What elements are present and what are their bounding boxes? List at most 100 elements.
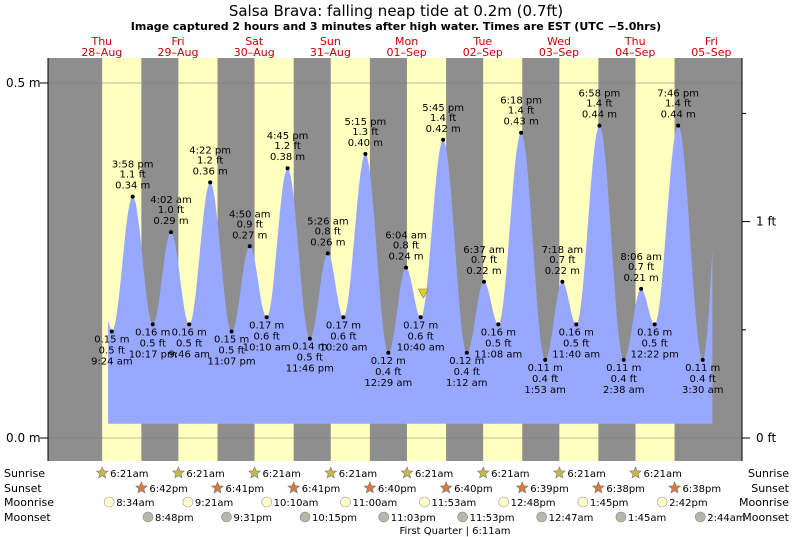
extreme-m-label: 0.26 m	[310, 237, 345, 248]
extreme-ft-label: 0.5 ft	[563, 338, 589, 349]
extreme-ft-label: 0.7 ft	[471, 255, 497, 266]
tide-extreme-dot	[208, 180, 213, 185]
extreme-m-label: 0.15 m	[214, 335, 249, 346]
extreme-m-label: 0.11 m	[606, 363, 641, 374]
extreme-time-label: 9:24 am	[91, 357, 133, 368]
extreme-ft-label: 0.5 ft	[641, 338, 667, 349]
row-label-sunrise: Sunrise	[4, 467, 45, 480]
day-date-label: 31–Aug	[310, 46, 351, 59]
extreme-ft-label: 1.2 ft	[197, 155, 223, 166]
extreme-m-label: 0.38 m	[270, 152, 305, 163]
extreme-ft-label: 0.5 ft	[99, 346, 125, 357]
extreme-m-label: 0.11 m	[528, 363, 563, 374]
extreme-time-label: 7:18 am	[542, 245, 584, 256]
sunrise-time: 6:21am	[186, 469, 224, 480]
extreme-m-label: 0.22 m	[466, 266, 501, 277]
day-labels: Thu28–AugFri29–AugSat30–AugSun31–AugMon0…	[81, 35, 731, 59]
sunset-time: 6:41pm	[226, 484, 265, 495]
day-date-label: 01–Sep	[386, 46, 426, 59]
extreme-m-label: 0.17 m	[326, 320, 361, 331]
extreme-ft-label: 1.4 ft	[508, 106, 534, 117]
extreme-ft-label: 0.5 ft	[485, 338, 511, 349]
row-label-sunset-right: Sunset	[751, 482, 789, 495]
extreme-time-label: 11:08 am	[474, 349, 522, 360]
moonset-time: 8:48pm	[155, 513, 194, 524]
left-axis-tick-label: 0.0 m	[6, 431, 41, 445]
sunrise-icon	[629, 466, 643, 479]
tide-extreme-dot	[621, 357, 626, 362]
extreme-ft-label: 1.1 ft	[120, 170, 146, 181]
tide-extreme-dot	[307, 336, 312, 341]
sunset-time: 6:40pm	[454, 484, 493, 495]
sun-moon-events: 6:21am6:42pm8:34am8:48pm6:21am6:41pm9:21…	[95, 466, 746, 524]
tide-extremes: 0.15 m0.5 ft9:24 am3:58 pm1.1 ft0.34 m0.…	[91, 89, 723, 396]
extreme-m-label: 0.11 m	[685, 363, 720, 374]
extreme-time-label: 2:38 am	[603, 385, 645, 396]
extreme-time-label: 6:04 am	[385, 231, 427, 242]
current-tide-marker	[417, 288, 429, 299]
extreme-time-label: 1:53 am	[524, 385, 566, 396]
tide-extreme-dot	[482, 279, 487, 284]
tide-extreme-dot	[285, 166, 290, 171]
day-name-label: Thu	[624, 35, 646, 48]
moonrise-time: 8:34am	[116, 498, 154, 509]
extreme-time-label: 5:26 am	[307, 216, 349, 227]
extreme-m-label: 0.44 m	[582, 110, 617, 121]
day-date-label: 30–Aug	[234, 46, 275, 59]
chart-subtitle: Image captured 2 hours and 3 minutes aft…	[131, 20, 661, 33]
tide-extreme-dot	[187, 322, 192, 327]
extreme-ft-label: 0.6 ft	[407, 331, 433, 342]
extreme-ft-label: 0.9 ft	[237, 219, 263, 230]
tide-extreme-dot	[639, 286, 644, 291]
tide-extreme-dot	[386, 350, 391, 355]
moonrise-time: 2:42pm	[669, 498, 708, 509]
extreme-time-label: 10:10 am	[243, 342, 291, 353]
extreme-time-label: 9:46 am	[168, 349, 210, 360]
extreme-ft-label: 0.6 ft	[253, 331, 279, 342]
tide-extreme-dot	[150, 322, 155, 327]
extreme-ft-label: 0.5 ft	[297, 353, 323, 364]
sunrise-time: 6:21am	[339, 469, 377, 480]
extreme-time-label: 5:15 pm	[345, 117, 387, 128]
extreme-ft-label: 0.7 ft	[628, 262, 654, 273]
tide-extreme-dot	[543, 357, 548, 362]
sunrise-icon	[171, 466, 185, 479]
extreme-m-label: 0.16 m	[172, 327, 207, 338]
sunset-icon	[439, 481, 453, 494]
moonrise-icon	[261, 496, 272, 508]
tide-extreme-dot	[404, 265, 409, 270]
extreme-time-label: 4:50 am	[229, 209, 271, 220]
sunrise-time: 6:21am	[110, 469, 148, 480]
sunrise-icon	[552, 466, 566, 479]
tide-extreme-dot	[247, 244, 252, 249]
moonrise-icon	[419, 496, 430, 508]
day-date-label: 28–Aug	[81, 46, 122, 59]
extreme-ft-label: 0.5 ft	[218, 346, 244, 357]
day-date-label: 05–Sep	[691, 46, 731, 59]
moonset-icon	[299, 511, 311, 523]
sunrise-icon	[95, 466, 109, 479]
extreme-m-label: 0.12 m	[449, 356, 484, 367]
sunset-icon	[287, 481, 301, 494]
sunrise-time: 6:21am	[415, 469, 453, 480]
sunset-time: 6:42pm	[149, 484, 188, 495]
row-label-moonrise-right: Moonrise	[739, 496, 789, 509]
day-name-label: Sun	[320, 35, 341, 48]
sunset-icon	[668, 481, 682, 494]
extreme-m-label: 0.42 m	[426, 124, 461, 135]
sunrise-icon	[400, 466, 414, 479]
tide-area	[108, 125, 713, 424]
extreme-m-label: 0.44 m	[661, 110, 696, 121]
extreme-time-label: 4:22 pm	[189, 145, 231, 156]
extreme-m-label: 0.12 m	[371, 356, 406, 367]
sunset-icon	[515, 481, 529, 494]
day-date-label: 29–Aug	[158, 46, 199, 59]
extreme-time-label: 10:20 am	[319, 342, 367, 353]
moonrise-time: 11:53am	[432, 498, 477, 509]
day-name-label: Fri	[705, 35, 718, 48]
extreme-time-label: 8:06 am	[620, 252, 662, 263]
moonrise-time: 11:00am	[353, 498, 398, 509]
sunset-time: 6:38pm	[606, 484, 645, 495]
moonrise-time: 9:21am	[195, 498, 233, 509]
extreme-m-label: 0.15 m	[94, 335, 129, 346]
